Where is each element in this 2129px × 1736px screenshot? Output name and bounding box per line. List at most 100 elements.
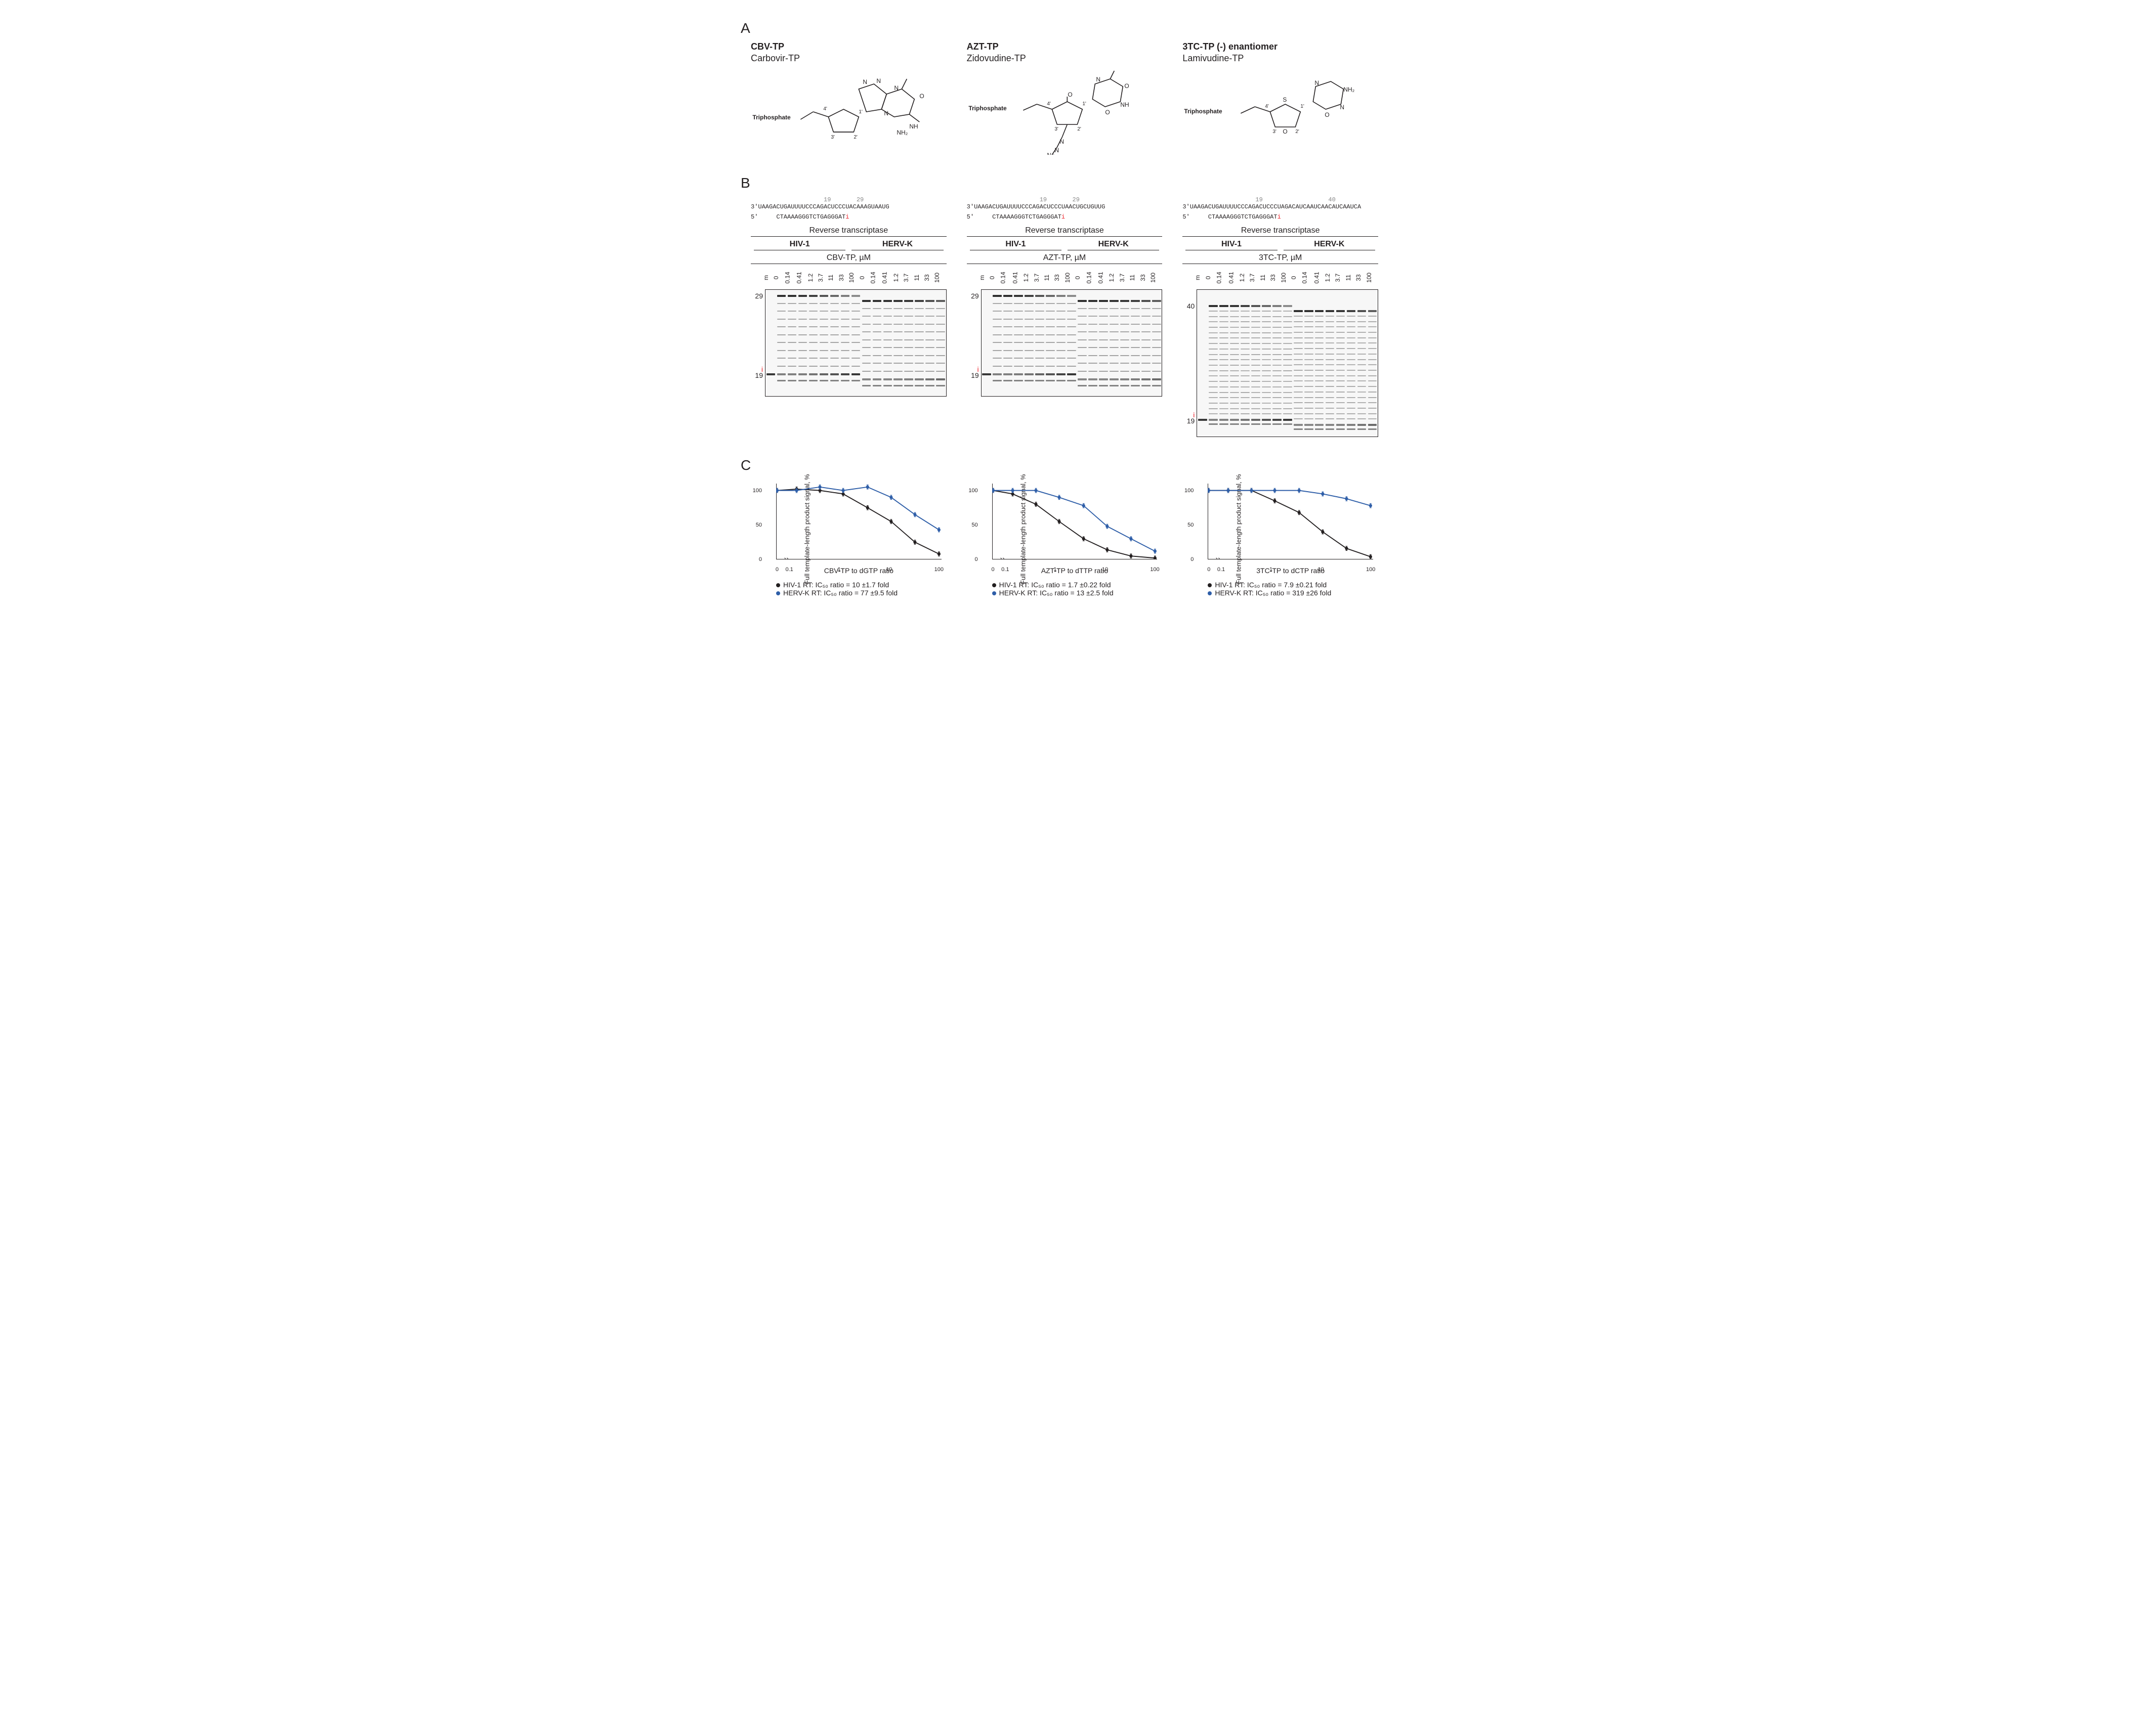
svg-text:NH₂: NH₂ <box>897 129 908 136</box>
ic50-legend: HIV-1 RT: IC₅₀ ratio = 10 ±1.7 fold HERV… <box>776 581 947 597</box>
svg-text:3': 3' <box>831 135 835 140</box>
ic50-hiv: HIV-1 RT: IC₅₀ ratio = 10 ±1.7 fold <box>776 581 947 589</box>
panel-c-row: Full template-length product signal, % 0… <box>741 479 1388 597</box>
gel-lane <box>1088 290 1098 396</box>
panel-b: B 19 29 3'UAAGACUGAUUUUCCCAGACUCCCUACAAA… <box>741 175 1388 437</box>
ic50-herv: HERV-K RT: IC₅₀ ratio = 77 ±9.5 fold <box>776 589 947 597</box>
seq-position-markers: 19 40 <box>1182 196 1378 203</box>
dose-response-chart: Full template-length product signal, % 0… <box>776 484 947 575</box>
lane-labels-row: m00.140.411.23.7113310000.140.411.23.711… <box>1182 270 1378 285</box>
gel-lane <box>914 290 925 396</box>
svg-text:N⁻: N⁻ <box>1047 152 1054 155</box>
gel-lane <box>1261 290 1271 437</box>
gel-lane <box>904 290 914 396</box>
svg-text:O: O <box>1105 109 1110 116</box>
compound-col: CBV-TP Carbovir-TP Triphosphate NN NN O … <box>741 41 957 155</box>
gel-lane <box>1271 290 1282 437</box>
gel-image <box>765 289 947 397</box>
gel-lane <box>1346 290 1356 437</box>
gel-lane <box>1024 290 1035 396</box>
gel-lane <box>1098 290 1109 396</box>
rt-header: Reverse transcriptase <box>751 225 947 237</box>
gel-size-labels: 29 i 19 <box>751 289 765 396</box>
gel-lane <box>819 290 829 396</box>
panel-letter-b: B <box>741 175 1388 191</box>
gel-lane <box>1056 290 1067 396</box>
svg-text:NH: NH <box>1120 101 1129 108</box>
svg-text:2': 2' <box>1296 129 1300 135</box>
lane-label: 100 <box>1149 273 1165 283</box>
rt-header: Reverse transcriptase <box>1182 225 1378 237</box>
gel-size-labels: 29 i 19 <box>967 289 981 396</box>
primer-sequence: 5' CTAAAAGGGTCTGAGGGATi <box>751 213 947 222</box>
gel-lane <box>882 290 893 396</box>
gel-lane <box>1303 290 1314 437</box>
compound-title: AZT-TP <box>967 41 1163 52</box>
lane-labels-row: m00.140.411.23.7113310000.140.411.23.711… <box>751 270 947 285</box>
concentration-header: AZT-TP, µM <box>967 253 1163 264</box>
chart-col: Full template-length product signal, % 0… <box>741 479 957 597</box>
gel-lane <box>925 290 935 396</box>
gel-lane <box>1314 290 1325 437</box>
ic50-legend: HIV-1 RT: IC₅₀ ratio = 1.7 ±0.22 fold HE… <box>992 581 1163 597</box>
svg-text:4': 4' <box>1265 104 1269 109</box>
gel-lane <box>1130 290 1140 396</box>
gel-lane-marker <box>765 290 776 396</box>
svg-text:Triphosphate: Triphosphate <box>1184 108 1223 115</box>
panel-b-row: 19 29 3'UAAGACUGAUUUUCCCAGACUCCCUACAAAGU… <box>741 196 1388 437</box>
rt-enzyme-hiv: HIV-1 <box>970 240 1061 250</box>
template-sequence: 3'UAAGACUGAUUUUCCCAGACUCCCUAACUGCUGUUG <box>967 203 1163 211</box>
gel-lane <box>1293 290 1303 437</box>
gel-lane <box>1208 290 1218 437</box>
svg-text:S: S <box>1283 96 1287 103</box>
gel-lane <box>1335 290 1346 437</box>
panel-letter-c: C <box>741 457 1388 473</box>
gel-col: 19 29 3'UAAGACUGAUUUUCCCAGACUCCCUAACUGCU… <box>957 196 1173 397</box>
svg-text:O: O <box>1124 82 1129 90</box>
svg-text:O: O <box>1068 91 1072 98</box>
rt-enzyme-row: HIV-1 HERV-K <box>967 240 1163 250</box>
rt-enzyme-row: HIV-1 HERV-K <box>1182 240 1378 250</box>
panel-a-row: CBV-TP Carbovir-TP Triphosphate NN NN O … <box>741 41 1388 155</box>
gel-lane <box>1045 290 1056 396</box>
seq-position-markers: 19 29 <box>967 196 1163 203</box>
compound-col: AZT-TP Zidovudine-TP Triphosphate O NO N… <box>957 41 1173 155</box>
dose-response-chart: Full template-length product signal, % 0… <box>1208 484 1378 575</box>
gel-wrap: 29 i 19 <box>967 289 1163 397</box>
gel-lane <box>1109 290 1119 396</box>
gel-lane <box>787 290 797 396</box>
panel-letter-a: A <box>741 20 1388 36</box>
chart-x-axis-label: 3TC-TP to dCTP ratio <box>1208 567 1373 575</box>
gel-lane <box>1013 290 1024 396</box>
chart-x-axis-label: AZT-TP to dTTP ratio <box>992 567 1158 575</box>
svg-text:N: N <box>1096 76 1100 83</box>
concentration-header: 3TC-TP, µM <box>1182 253 1378 264</box>
gel-image <box>1197 289 1378 437</box>
svg-text:O: O <box>919 93 924 100</box>
panel-c: C Full template-length product signal, %… <box>741 457 1388 597</box>
ic50-hiv: HIV-1 RT: IC₅₀ ratio = 7.9 ±0.21 fold <box>1208 581 1378 589</box>
svg-text:NH₂: NH₂ <box>1344 86 1355 93</box>
svg-text:O: O <box>1325 111 1330 118</box>
svg-text:3': 3' <box>1273 129 1277 135</box>
gel-size-labels: 40 i 19 <box>1182 289 1197 436</box>
gel-lane <box>1229 290 1240 437</box>
compound-title: 3TC-TP (-) enantiomer <box>1182 41 1378 52</box>
gel-lane <box>1151 290 1162 396</box>
chemical-structure: Triphosphate NN NN O NH NH₂ 4' 1' 3' 2' <box>751 69 947 155</box>
gel-col: 19 29 3'UAAGACUGAUUUUCCCAGACUCCCUACAAAGU… <box>741 196 957 397</box>
primer-sequence: 5' CTAAAAGGGTCTGAGGGATi <box>1182 213 1378 222</box>
ic50-hiv: HIV-1 RT: IC₅₀ ratio = 1.7 ±0.22 fold <box>992 581 1163 589</box>
gel-image <box>981 289 1163 397</box>
gel-lane <box>992 290 1003 396</box>
gel-col: 19 40 3'UAAGACUGAUUUUCCCAGACUCCCUAGACAUC… <box>1172 196 1388 437</box>
gel-lane <box>1250 290 1261 437</box>
svg-text:Triphosphate: Triphosphate <box>968 105 1007 112</box>
svg-text:N: N <box>884 110 888 117</box>
svg-text:1': 1' <box>1082 101 1086 107</box>
gel-lane <box>808 290 819 396</box>
svg-text:N: N <box>1054 147 1059 154</box>
svg-text:O: O <box>1283 128 1288 135</box>
concentration-header: CBV-TP, µM <box>751 253 947 264</box>
gel-lane <box>840 290 850 396</box>
